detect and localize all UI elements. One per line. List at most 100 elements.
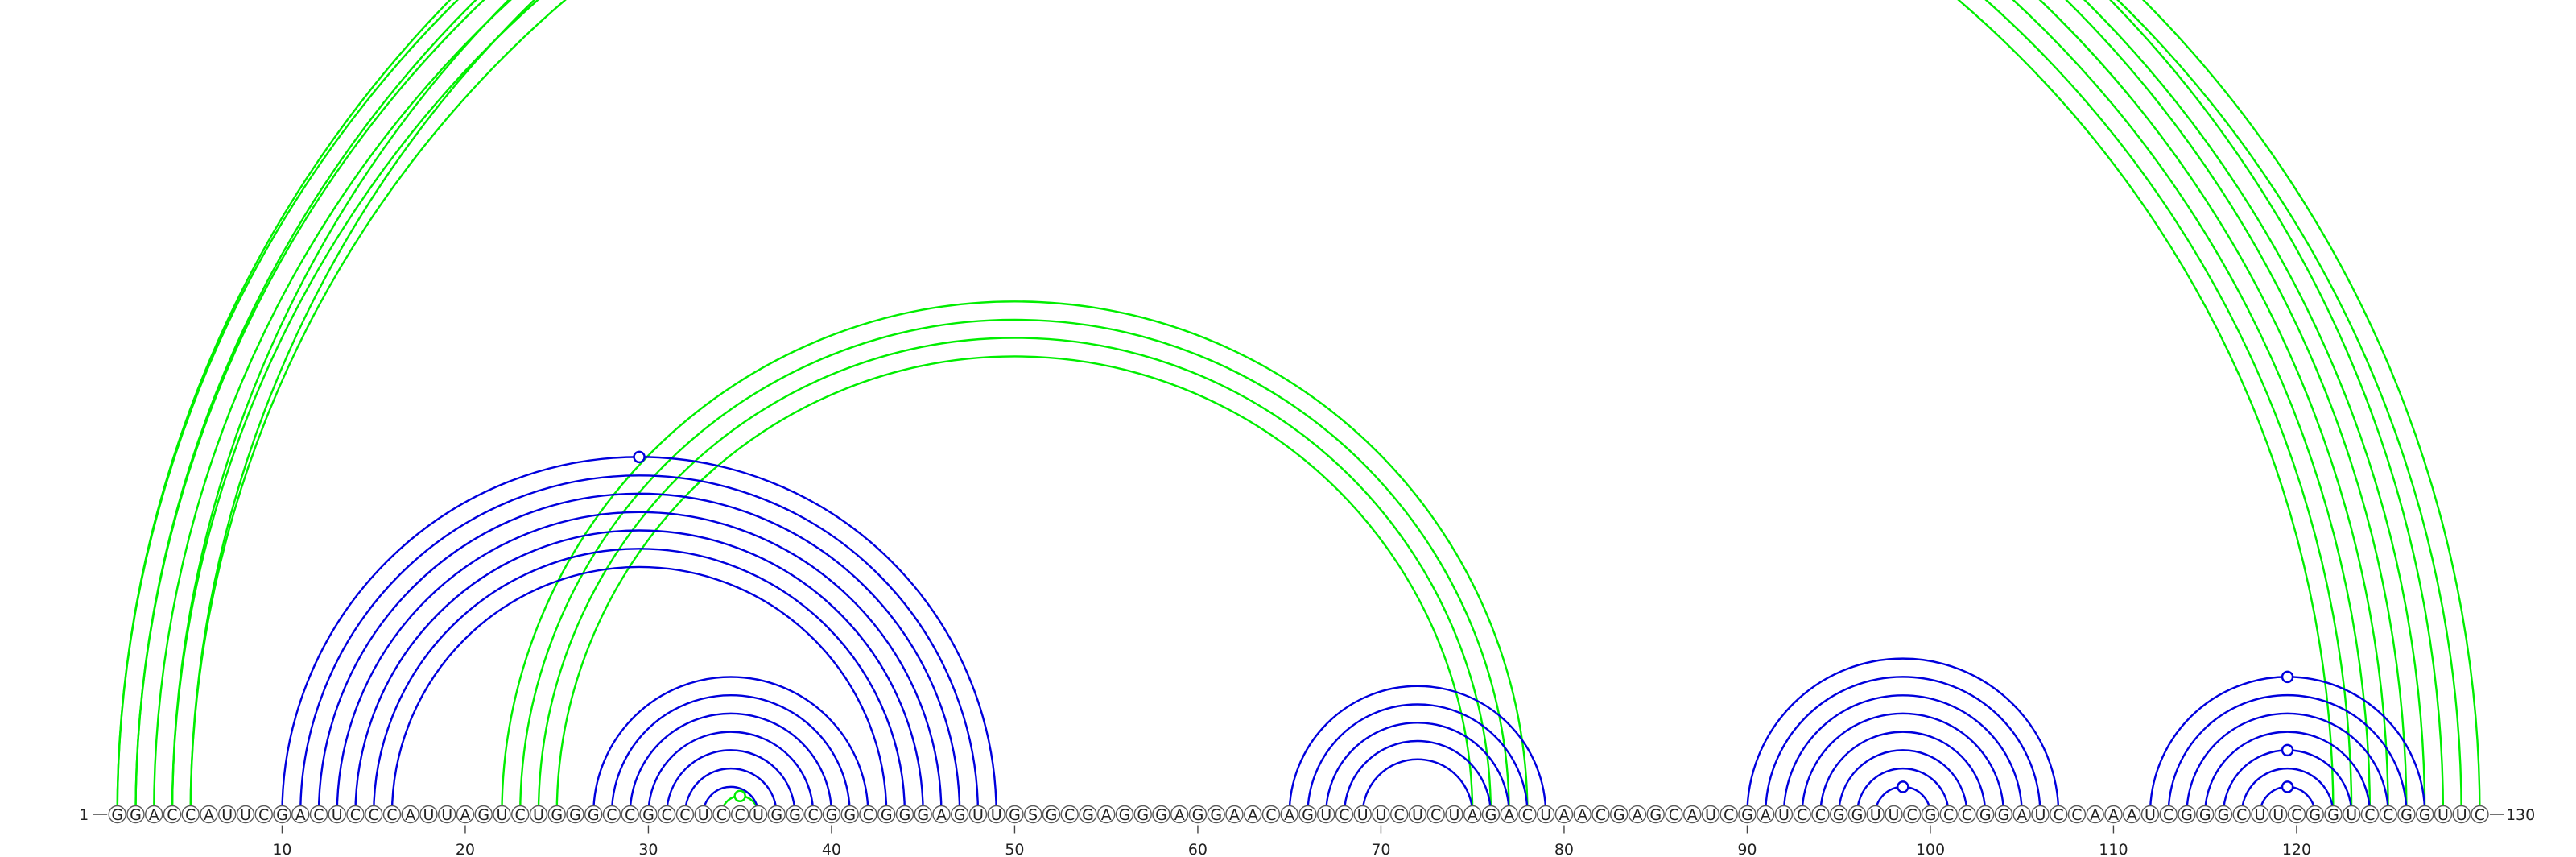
nucleotide-letter: C <box>606 806 617 824</box>
nucleotide-32: C <box>675 805 695 824</box>
nucleotide-7: U <box>218 805 237 824</box>
nucleotide-circle <box>2067 805 2087 824</box>
nucleotide-letter: C <box>1815 806 1826 824</box>
nucleotide-circle <box>200 805 218 824</box>
nucleotide-letter: U <box>2254 806 2265 824</box>
nucleotide-100: G <box>1921 805 1940 824</box>
nucleotide-letter: C <box>2383 806 2393 824</box>
base-pair-arc-1-128 <box>118 0 2443 814</box>
nucleotide-letter: U <box>1778 806 1790 824</box>
position-tick-40: 40 <box>822 825 841 857</box>
tick-label: 30 <box>638 841 658 857</box>
nucleotide-circle <box>2122 805 2141 824</box>
nucleotide-letter: C <box>1669 806 1679 824</box>
nucleotide-letter: G <box>1137 806 1149 824</box>
nucleotide-circle <box>1005 805 1024 824</box>
nucleotide-21: G <box>474 805 493 824</box>
nucleotide-68: C <box>1335 805 1354 824</box>
nucleotide-129: U <box>2452 805 2471 824</box>
nucleotide-41: G <box>840 805 859 824</box>
nucleotide-letter: A <box>204 806 214 824</box>
nucleotide-81: A <box>1573 805 1591 824</box>
nucleotide-circle <box>309 805 328 824</box>
nucleotide-letter: C <box>735 806 745 824</box>
nucleotide-97: U <box>1866 805 1885 824</box>
nucleotide-124: C <box>2360 805 2380 824</box>
nucleotide-circle <box>346 805 365 824</box>
nucleotide-letter: G <box>1979 806 1992 824</box>
base-pair-arc-96-101 <box>1856 768 1950 815</box>
nucleotide-letter: A <box>1229 806 1240 824</box>
base-pair-arc-14-45 <box>354 529 924 815</box>
nucleotide-letter: C <box>386 806 397 824</box>
nucleotide-letter: C <box>1943 806 1954 824</box>
tick-label: 50 <box>1005 841 1024 857</box>
nucleotide-letter: U <box>1448 806 1459 824</box>
nucleotide-circle <box>2434 805 2453 824</box>
nucleotide-circle <box>1298 805 1317 824</box>
nucleotide-circle <box>2452 805 2471 824</box>
base-pair-arc-92-105 <box>1782 693 2023 815</box>
base-pair-arc-15-44 <box>373 548 906 815</box>
nucleotide-circle <box>2195 805 2215 824</box>
nucleotide-circle <box>1170 805 1189 824</box>
base-pair-arc-16-43 <box>390 565 888 815</box>
nucleotide-letter: C <box>662 806 672 824</box>
tick-label: 40 <box>822 841 841 857</box>
nucleotide-circle <box>382 805 402 824</box>
nucleotide-letter: G <box>569 806 581 824</box>
nucleotide-circle <box>474 805 493 824</box>
nucleotide-62: A <box>1225 805 1244 824</box>
nucleotide-letter: A <box>936 806 947 824</box>
nucleotide-letter: C <box>1064 806 1075 824</box>
nucleotide-letter: C <box>369 806 379 824</box>
nucleotide-letter: C <box>185 806 196 824</box>
nucleotide-circle <box>602 805 621 824</box>
nucleotide-letter: G <box>2181 806 2193 824</box>
nucleotide-letter: G <box>2309 806 2321 824</box>
nucleotide-circle <box>547 805 566 824</box>
nucleotide-121: G <box>2306 805 2324 824</box>
nucleotide-93: C <box>1793 805 1811 824</box>
position-tick-70: 70 <box>1371 825 1391 857</box>
base-pair-arc-113-126 <box>2167 693 2408 815</box>
nucleotide-circle <box>1335 805 1354 824</box>
nucleotide-circle <box>1554 805 1574 824</box>
nucleotide-circle <box>1372 805 1390 824</box>
nucleotide-circle <box>1280 805 1298 824</box>
nucleotide-letter: U <box>2034 806 2046 824</box>
nucleotide-26: G <box>566 805 584 824</box>
base-pair-arc-11-48 <box>299 474 980 815</box>
nucleotide-circle <box>932 805 951 824</box>
nucleotide-circle <box>254 805 273 824</box>
nucleotide-120: C <box>2287 805 2306 824</box>
nucleotide-letter: G <box>789 806 801 824</box>
nucleotide-82: C <box>1591 805 1610 824</box>
nucleotide-circle <box>895 805 914 824</box>
nucleotide-circle <box>914 805 932 824</box>
nucleotide-circle <box>1774 805 1794 824</box>
nucleotide-circle <box>1682 805 1702 824</box>
nucleotide-letter: C <box>1430 806 1441 824</box>
arc-apex-marker-116-123 <box>2281 743 2294 757</box>
nucleotide-letter: C <box>2475 806 2485 824</box>
nucleotide-circle <box>2342 805 2361 824</box>
nucleotide-circle <box>365 805 383 824</box>
nucleotide-letter: G <box>130 806 142 824</box>
nucleotide-69: U <box>1353 805 1372 824</box>
nucleotide-circle <box>2324 805 2343 824</box>
nucleotide-53: C <box>1060 805 1079 824</box>
nucleotide-letter: G <box>1649 806 1662 824</box>
nucleotide-letter: U <box>1888 806 1899 824</box>
base-pair-arc-4-130 <box>171 0 2481 815</box>
nucleotide-letter: G <box>588 806 600 824</box>
nucleotide-130: C <box>2471 805 2489 824</box>
base-pair-arc-94-103 <box>1819 731 1987 815</box>
nucleotide-letter: U <box>991 806 1002 824</box>
nucleotide-94: C <box>1811 805 1830 824</box>
nucleotide-letter: C <box>1962 806 1972 824</box>
nucleotide-letter: G <box>1613 806 1625 824</box>
nucleotide-letter: U <box>332 806 343 824</box>
position-tick-20: 20 <box>456 825 475 857</box>
nucleotide-circle <box>2178 805 2196 824</box>
